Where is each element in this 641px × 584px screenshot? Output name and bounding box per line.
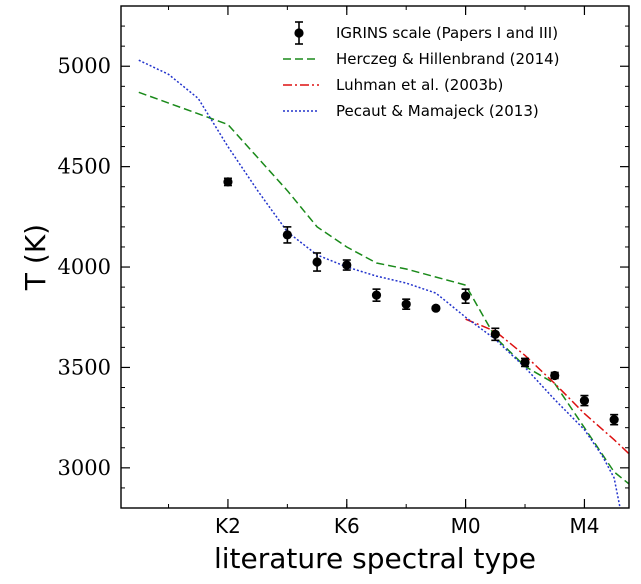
series-lines bbox=[138, 59, 629, 508]
series-line-dashed bbox=[138, 91, 629, 485]
y-axis-label: T (K) bbox=[19, 224, 52, 291]
legend-label: Luhman et al. (2003b) bbox=[336, 76, 503, 94]
legend-marker bbox=[294, 28, 304, 38]
plot-frame bbox=[120, 5, 630, 509]
x-tick-label: K2 bbox=[215, 514, 241, 538]
data-point bbox=[401, 299, 411, 309]
series-line-dashdot bbox=[465, 318, 629, 455]
tick-labels: 3000 3500 4000 4500 5000 K2 K6 M0 M4 bbox=[58, 54, 600, 538]
y-tick-label: 4500 bbox=[58, 155, 111, 179]
data-point bbox=[609, 415, 619, 425]
y-tick-label: 3000 bbox=[58, 456, 111, 480]
data-point bbox=[282, 230, 292, 240]
data-point bbox=[520, 357, 530, 368]
data-point bbox=[579, 395, 590, 406]
series-line-dotted bbox=[138, 59, 621, 508]
data-point bbox=[550, 370, 560, 381]
data-point bbox=[461, 291, 471, 301]
y-tick-label: 3500 bbox=[58, 355, 111, 379]
legend: IGRINS scale (Papers I and III) Herczeg &… bbox=[283, 21, 560, 120]
data-point bbox=[342, 260, 352, 270]
x-tick-label: K6 bbox=[334, 514, 360, 538]
data-point bbox=[223, 177, 233, 187]
x-tick-label: M0 bbox=[451, 514, 481, 538]
legend-label: IGRINS scale (Papers I and III) bbox=[336, 24, 558, 42]
legend-label: Pecaut & Mamajeck (2013) bbox=[336, 102, 539, 120]
data-point bbox=[312, 257, 322, 267]
y-tick-label: 4000 bbox=[58, 255, 111, 279]
data-point bbox=[371, 290, 382, 300]
data-points bbox=[223, 177, 619, 426]
data-point bbox=[431, 303, 441, 313]
legend-label: Herczeg & Hillenbrand (2014) bbox=[336, 50, 560, 68]
x-tick-label: M4 bbox=[569, 514, 599, 538]
data-point bbox=[490, 329, 500, 339]
x-axis-label: literature spectral type bbox=[214, 542, 536, 575]
y-tick-label: 5000 bbox=[58, 54, 111, 78]
